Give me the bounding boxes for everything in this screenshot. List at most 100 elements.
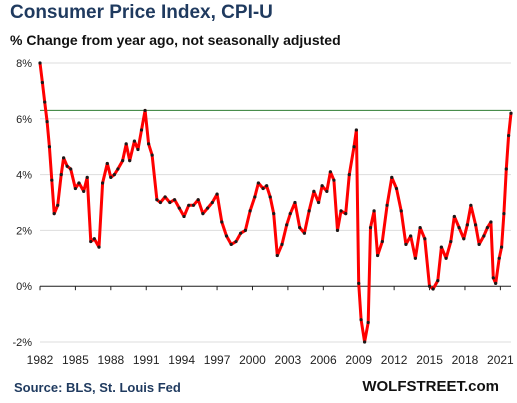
cpi-data-point (320, 184, 324, 188)
cpi-data-point (43, 100, 47, 104)
cpi-data-point (59, 173, 63, 177)
cpi-data-point (253, 195, 257, 199)
cpi-data-point (366, 320, 370, 325)
x-tick-label: 1997 (204, 353, 231, 367)
x-tick-label: 1991 (133, 353, 160, 367)
cpi-data-point (439, 245, 443, 249)
cpi-data-point (357, 281, 361, 286)
y-tick-label: 4% (16, 170, 32, 182)
cpi-data-point (335, 228, 340, 232)
cpi-data-point (390, 175, 394, 179)
cpi-data-point (243, 228, 247, 232)
cpi-data-point (172, 198, 177, 202)
x-tick-label: 1982 (27, 353, 54, 367)
cpi-data-point (50, 178, 54, 182)
source-note: Source: BLS, St. Louis Fed (14, 380, 181, 395)
cpi-data-point (201, 212, 205, 216)
cpi-data-point (69, 167, 73, 171)
cpi-data-point (427, 284, 432, 288)
x-tick-label: 1994 (168, 353, 195, 367)
cpi-data-point (128, 159, 132, 163)
cpi-data-point (457, 226, 461, 230)
cpi-data-point (494, 281, 498, 286)
cpi-data-point (196, 198, 200, 202)
cpi-data-point (385, 203, 389, 207)
cpi-data-point (462, 237, 466, 241)
cpi-data-point (105, 161, 109, 166)
cpi-data-point (210, 200, 214, 205)
x-tick-label: 2021 (487, 353, 514, 367)
cpi-data-point (143, 108, 147, 113)
cpi-data-point (158, 200, 163, 205)
cpi-data-point (168, 200, 172, 205)
cpi-data-point (409, 234, 413, 238)
cpi-data-point (234, 239, 238, 244)
cpi-data-point (62, 156, 66, 160)
cpi-data-point (380, 239, 384, 244)
x-tick-label: 1988 (97, 353, 124, 367)
cpi-data-point (52, 212, 56, 216)
cpi-data-point (73, 186, 78, 191)
cpi-data-point (352, 145, 356, 149)
y-tick-label: -2% (12, 337, 32, 349)
x-tick-label: 2000 (239, 353, 266, 367)
y-tick-label: 2% (16, 225, 32, 237)
cpi-data-point (121, 159, 125, 163)
cpi-data-point (82, 189, 86, 193)
cpi-data-point (206, 206, 210, 210)
cpi-data-point (261, 186, 265, 191)
y-tick-label: 6% (16, 114, 32, 126)
cpi-data-point (288, 212, 292, 216)
cpi-data-point (325, 189, 329, 193)
cpi-data-point (449, 239, 453, 244)
cpi-data-point (56, 203, 60, 207)
cpi-data-point (423, 237, 427, 241)
x-tick-label: 1985 (62, 353, 89, 367)
cpi-data-point (312, 189, 316, 193)
cpi-data-point (293, 200, 297, 205)
cpi-data-point (38, 61, 42, 65)
cpi-data-point (109, 175, 113, 179)
cpi-data-point (344, 212, 348, 216)
cpi-data-point (229, 242, 233, 246)
x-tick-label: 2018 (452, 353, 479, 367)
cpi-data-point (147, 142, 151, 146)
cpi-data-point (436, 279, 440, 283)
cpi-data-point (482, 234, 486, 238)
cpi-data-point (477, 242, 481, 246)
chart-title: Consumer Price Index, CPI-U (10, 2, 273, 23)
cpi-data-point (502, 212, 506, 216)
cpi-data-point (215, 192, 219, 196)
cpi-data-point (92, 237, 96, 241)
y-tick-label: 0% (16, 281, 32, 293)
cpi-data-point (499, 245, 504, 249)
cpi-data-point (85, 175, 89, 179)
cpi-data-point (136, 147, 140, 152)
cpi-data-point (444, 256, 448, 260)
cpi-data-point (265, 184, 269, 188)
cpi-data-point (116, 167, 120, 171)
cpi-data-point (239, 231, 243, 235)
cpi-data-point (77, 181, 81, 185)
cpi-data-point (285, 223, 289, 227)
cpi-data-point (372, 209, 376, 213)
cpi-data-point (132, 139, 137, 143)
cpi-data-point (139, 128, 144, 132)
cpi-data-point (89, 239, 93, 244)
cpi-data-point (187, 203, 191, 207)
x-tick-label: 2012 (381, 353, 408, 367)
cpi-data-point (473, 223, 478, 227)
cpi-data-point (316, 200, 321, 205)
cpi-data-point (307, 209, 311, 213)
cpi-data-point (485, 226, 489, 230)
cpi-data-point (182, 214, 186, 219)
cpi-data-point (298, 226, 302, 230)
cpi-data-point (256, 181, 260, 185)
cpi-data-point (275, 253, 279, 258)
cpi-data-point (112, 173, 116, 177)
cpi-data-point (220, 220, 224, 224)
cpi-data-point (491, 276, 495, 280)
x-tick-label: 2009 (345, 353, 372, 367)
cpi-data-point (268, 195, 272, 199)
